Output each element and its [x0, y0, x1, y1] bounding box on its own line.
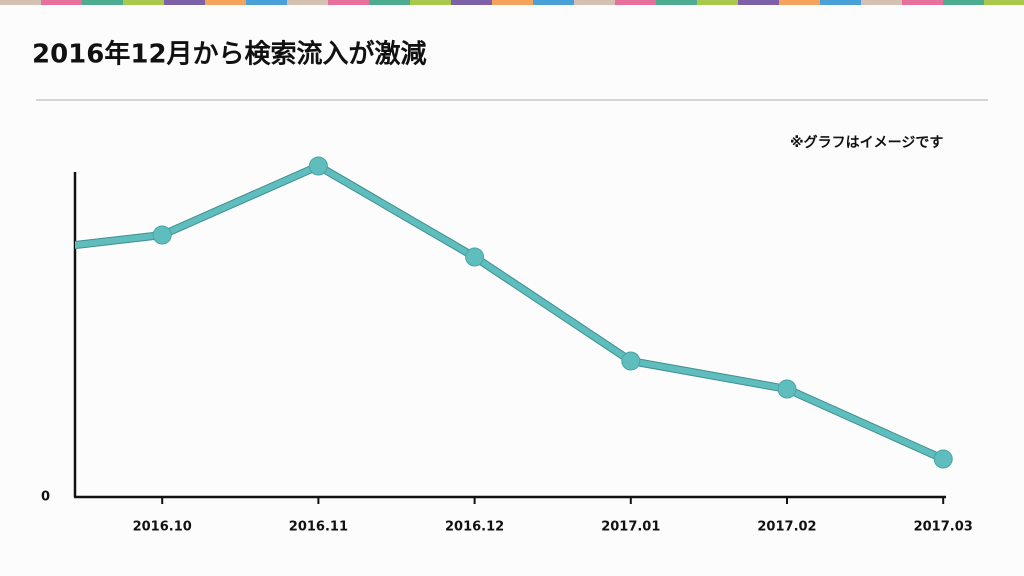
y-tick-label: 0 — [41, 490, 50, 505]
x-tick-label: 2017.01 — [601, 520, 660, 535]
stripe — [123, 0, 164, 5]
stripe — [41, 0, 82, 5]
stripe — [902, 0, 943, 5]
stripe — [492, 0, 533, 5]
stripe — [984, 0, 1024, 5]
stripe — [0, 0, 41, 5]
stripe — [451, 0, 492, 5]
stripe — [328, 0, 369, 5]
stripe — [410, 0, 451, 5]
stripe — [738, 0, 779, 5]
data-point — [777, 379, 797, 399]
x-tick-label: 2016.10 — [133, 520, 192, 535]
stripe — [779, 0, 820, 5]
x-tick-label: 2017.03 — [914, 520, 973, 535]
data-point — [621, 351, 641, 371]
data-point — [152, 225, 172, 245]
data-point — [933, 449, 953, 469]
data-point — [308, 156, 328, 176]
stripe — [615, 0, 656, 5]
stripe — [164, 0, 205, 5]
top-stripes — [0, 0, 1024, 5]
stripe — [533, 0, 574, 5]
stripe — [861, 0, 902, 5]
stripe — [656, 0, 697, 5]
x-tick-label: 2016.12 — [445, 520, 504, 535]
data-point — [465, 247, 485, 267]
stripe — [287, 0, 328, 5]
stripe — [205, 0, 246, 5]
x-tick-label: 2016.11 — [289, 520, 348, 535]
stripe — [369, 0, 410, 5]
slide-title: 2016年12月から検索流入が激減 — [32, 39, 427, 70]
stripe — [574, 0, 615, 5]
x-tick-label: 2017.02 — [757, 520, 816, 535]
stripe — [820, 0, 861, 5]
stripe — [82, 0, 123, 5]
note: ※グラフはイメージです — [790, 134, 943, 151]
plot-area — [75, 156, 953, 469]
stripe — [246, 0, 287, 5]
stripe — [943, 0, 984, 5]
stripe — [697, 0, 738, 5]
